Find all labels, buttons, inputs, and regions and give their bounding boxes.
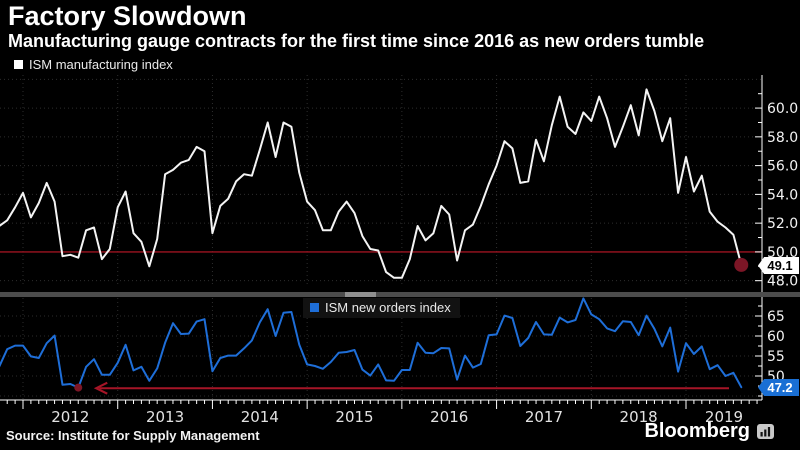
source-credit: Source: Institute for Supply Management [6, 428, 260, 443]
chart-subtitle: Manufacturing gauge contracts for the fi… [8, 31, 705, 51]
last-value-manufacturing: 49.1 [767, 258, 793, 273]
bloomberg-wordmark: Bloomberg [644, 420, 774, 443]
y-tick-label: 50.0 [767, 245, 798, 261]
x-year-label: 2016 [430, 408, 468, 426]
lowest-since-arrowhead [93, 381, 108, 395]
x-year-label: 2012 [51, 408, 89, 426]
y-tick-label: 52.0 [767, 216, 798, 232]
legend-label-new-orders: ISM new orders index [325, 300, 451, 315]
legend-swatch-new-orders [310, 303, 319, 312]
x-year-label: 2018 [620, 408, 658, 426]
y-tick-label: 60 [767, 329, 785, 345]
y-tick-label: 58.0 [767, 130, 798, 146]
legend-manufacturing: ISM manufacturing index [14, 57, 173, 72]
brand-label: Bloomberg [644, 420, 750, 442]
x-year-label: 2017 [525, 408, 563, 426]
legend-label-manufacturing: ISM manufacturing index [29, 57, 173, 72]
last-value-tag-new-orders: 47.2 [758, 379, 799, 396]
bloomberg-logo-icon [757, 424, 774, 439]
last-value-new-orders: 47.2 [767, 380, 793, 395]
y-tick-label: 55 [767, 349, 785, 365]
manufacturing-line [0, 88, 743, 279]
x-year-label: 2014 [241, 408, 279, 426]
y-tick-label: 48.0 [767, 274, 798, 290]
legend-new-orders: ISM new orders index [303, 298, 460, 318]
x-year-label: 2015 [335, 408, 373, 426]
y-tick-label: 65 [767, 309, 785, 325]
chart-title: Factory Slowdown [8, 1, 247, 31]
y-tick-label: 54.0 [767, 187, 798, 203]
new-orders-line [0, 297, 743, 389]
manufacturing-end-dot [734, 257, 749, 272]
panel-divider[interactable] [0, 292, 800, 297]
x-year-label: 2013 [146, 408, 184, 426]
panel-divider-handle[interactable] [345, 292, 376, 297]
y-tick-label: 56.0 [767, 159, 798, 175]
x-year-label: 2019 [705, 408, 743, 426]
y-tick-label: 60.0 [767, 101, 798, 117]
legend-swatch-manufacturing [14, 60, 23, 69]
last-value-tag-manufacturing: 49.1 [758, 257, 799, 274]
new-orders-2012-low-dot [74, 383, 83, 392]
